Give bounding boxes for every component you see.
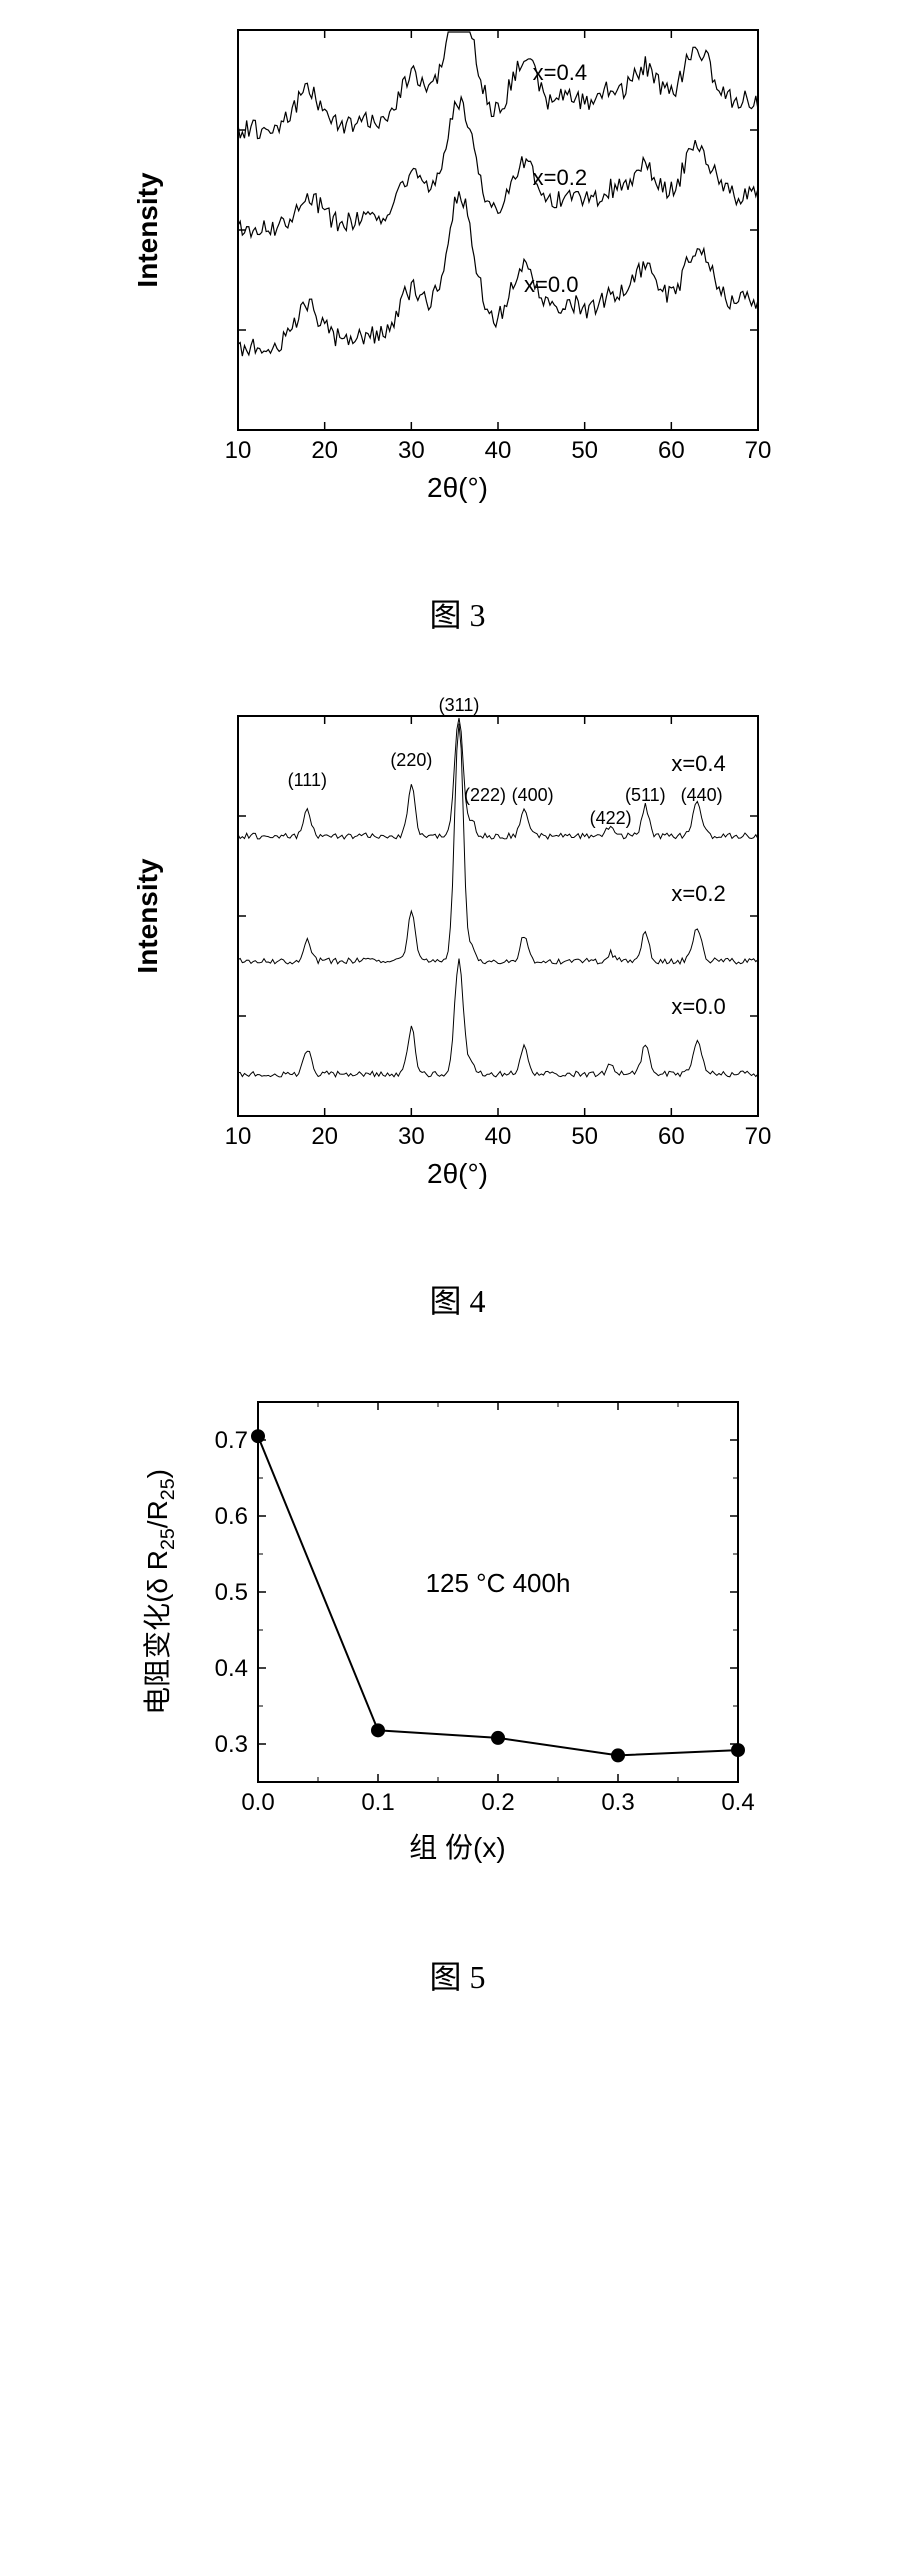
figure-5-chart: 0.0 0.1 0.2 0.3 0.4 0.3 0.4 0.5 0.6 0.7 125 °C 400… xyxy=(138,1372,778,1922)
svg-text:0.2: 0.2 xyxy=(481,1789,514,1816)
svg-text:70: 70 xyxy=(744,437,771,464)
svg-text:0.3: 0.3 xyxy=(601,1789,634,1816)
svg-text:(111): (111) xyxy=(287,770,326,790)
svg-text:125 °C 400h: 125 °C 400h xyxy=(425,1568,570,1598)
svg-text:(220): (220) xyxy=(390,750,432,770)
svg-text:x=0.2: x=0.2 xyxy=(671,881,725,906)
chart4-ylabel: Intensity xyxy=(132,858,164,973)
figure-4-chart: 10 20 30 40 50 60 70 x=0.4 x=0.2 x=0.0 (111) (220) (… xyxy=(138,686,778,1246)
svg-text:(440): (440) xyxy=(680,785,722,805)
svg-text:(422): (422) xyxy=(589,808,631,828)
svg-text:(311): (311) xyxy=(438,695,479,715)
svg-text:(222): (222) xyxy=(463,785,505,805)
svg-text:0.5: 0.5 xyxy=(214,1579,247,1606)
svg-text:0.0: 0.0 xyxy=(241,1789,274,1816)
svg-text:0.7: 0.7 xyxy=(214,1427,247,1454)
svg-text:20: 20 xyxy=(311,1123,338,1150)
svg-text:x=0.0: x=0.0 xyxy=(671,994,725,1019)
figure-4-caption: 图 4 xyxy=(429,1276,485,1322)
svg-text:x=0.4: x=0.4 xyxy=(532,60,586,85)
svg-text:40: 40 xyxy=(484,1123,511,1150)
svg-text:40: 40 xyxy=(484,437,511,464)
svg-text:60: 60 xyxy=(657,437,684,464)
svg-text:x=0.0: x=0.0 xyxy=(524,272,578,297)
svg-text:10: 10 xyxy=(224,437,251,464)
svg-text:20: 20 xyxy=(311,437,338,464)
figure-4-block: 10 20 30 40 50 60 70 x=0.4 x=0.2 x=0.0 (111) (220) (… xyxy=(0,686,915,1322)
svg-text:0.6: 0.6 xyxy=(214,1503,247,1530)
svg-text:0.4: 0.4 xyxy=(721,1789,754,1816)
chart3-xlabel: 2θ(°) xyxy=(138,472,778,504)
svg-text:0.1: 0.1 xyxy=(361,1789,394,1816)
svg-text:50: 50 xyxy=(571,437,598,464)
figure-3-caption: 图 3 xyxy=(429,590,485,636)
figure-3-chart: 10203040506070x=0.4x=0.2x=0.0Intensity2θ… xyxy=(138,0,778,560)
chart3-ylabel: Intensity xyxy=(132,172,164,287)
chart5-xlabel: 组 份(x) xyxy=(138,1826,778,1866)
svg-text:0.4: 0.4 xyxy=(214,1655,247,1682)
svg-text:30: 30 xyxy=(397,437,424,464)
svg-text:0.3: 0.3 xyxy=(214,1731,247,1758)
svg-text:(511): (511) xyxy=(624,785,665,805)
svg-text:60: 60 xyxy=(657,1123,684,1150)
figure-5-block: 0.0 0.1 0.2 0.3 0.4 0.3 0.4 0.5 0.6 0.7 125 °C 400… xyxy=(0,1372,915,1998)
chart4-xlabel: 2θ(°) xyxy=(138,1158,778,1190)
figure-5-caption: 图 5 xyxy=(429,1952,485,1998)
svg-text:30: 30 xyxy=(397,1123,424,1150)
svg-text:50: 50 xyxy=(571,1123,598,1150)
svg-text:70: 70 xyxy=(744,1123,771,1150)
svg-text:10: 10 xyxy=(224,1123,251,1150)
chart5-ylabel: 电阻变化(δ R25/R25) xyxy=(136,1469,180,1715)
svg-text:x=0.4: x=0.4 xyxy=(671,751,725,776)
svg-text:x=0.2: x=0.2 xyxy=(532,165,586,190)
figure-3-block: 10 20 30 40 50 60 70 x=0.4 x=0.2 x=0.0 Intensity 2θ… xyxy=(0,0,915,636)
svg-text:(400): (400) xyxy=(511,785,553,805)
